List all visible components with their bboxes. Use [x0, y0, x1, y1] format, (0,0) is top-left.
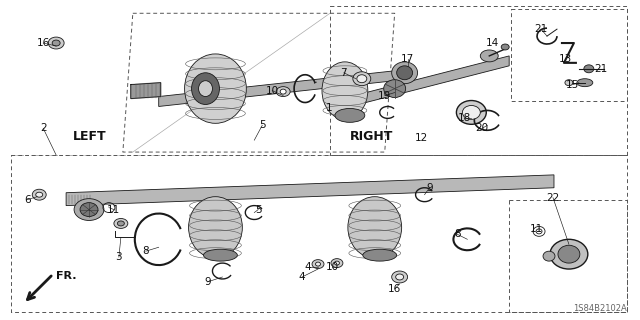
Text: 4: 4	[299, 272, 305, 282]
Ellipse shape	[353, 72, 371, 86]
Text: 18: 18	[458, 113, 471, 124]
Text: 5: 5	[255, 204, 262, 215]
Text: 20: 20	[476, 123, 489, 133]
Text: 8: 8	[454, 229, 461, 239]
Ellipse shape	[36, 192, 43, 197]
Text: 14: 14	[486, 38, 499, 48]
Text: 1: 1	[326, 103, 332, 114]
Text: RIGHT: RIGHT	[350, 130, 393, 143]
Text: 13: 13	[559, 54, 573, 64]
Ellipse shape	[191, 73, 220, 105]
Ellipse shape	[550, 239, 588, 269]
Text: 10: 10	[266, 86, 279, 96]
Ellipse shape	[184, 54, 246, 123]
Text: 12: 12	[415, 133, 428, 143]
Ellipse shape	[189, 197, 243, 258]
Ellipse shape	[357, 75, 367, 83]
Ellipse shape	[462, 106, 480, 119]
Ellipse shape	[543, 251, 555, 261]
Ellipse shape	[331, 259, 343, 268]
Text: 9: 9	[204, 277, 211, 287]
Text: 9: 9	[426, 183, 433, 193]
Text: 1S84B2102A: 1S84B2102A	[573, 304, 627, 313]
Ellipse shape	[198, 81, 212, 97]
Ellipse shape	[52, 40, 60, 46]
Text: 21: 21	[594, 64, 607, 74]
Ellipse shape	[363, 249, 397, 261]
Text: 21: 21	[534, 24, 548, 34]
Ellipse shape	[384, 80, 406, 98]
Text: 22: 22	[547, 193, 559, 203]
Text: 16: 16	[388, 284, 401, 294]
Text: 3: 3	[116, 252, 122, 262]
Text: 15: 15	[566, 80, 580, 90]
Ellipse shape	[392, 271, 408, 283]
Text: 19: 19	[378, 91, 391, 100]
Ellipse shape	[397, 66, 413, 80]
Ellipse shape	[74, 199, 104, 220]
Ellipse shape	[335, 261, 339, 265]
Polygon shape	[335, 56, 509, 110]
Ellipse shape	[80, 203, 98, 217]
Text: 5: 5	[259, 120, 266, 130]
Ellipse shape	[312, 260, 324, 268]
Polygon shape	[159, 71, 395, 107]
Text: 11: 11	[108, 204, 120, 215]
Text: LEFT: LEFT	[73, 130, 107, 143]
Ellipse shape	[577, 79, 593, 87]
Ellipse shape	[501, 44, 509, 50]
Ellipse shape	[584, 65, 594, 73]
Text: 6: 6	[24, 195, 31, 205]
Ellipse shape	[480, 50, 498, 62]
Text: 8: 8	[143, 246, 149, 256]
Ellipse shape	[565, 80, 573, 86]
Text: 16: 16	[36, 38, 50, 48]
Polygon shape	[66, 175, 554, 206]
Text: 7: 7	[340, 68, 348, 78]
Ellipse shape	[392, 62, 417, 84]
Text: 17: 17	[401, 54, 414, 64]
Text: 11: 11	[529, 224, 543, 234]
Ellipse shape	[456, 100, 486, 124]
Ellipse shape	[117, 221, 124, 226]
Ellipse shape	[316, 262, 321, 266]
Ellipse shape	[396, 274, 404, 280]
Text: 4: 4	[305, 262, 312, 272]
Text: FR.: FR.	[56, 271, 77, 281]
Text: 10: 10	[325, 262, 339, 272]
Ellipse shape	[114, 219, 128, 228]
Ellipse shape	[48, 37, 64, 49]
Ellipse shape	[558, 245, 580, 263]
Ellipse shape	[348, 197, 402, 258]
Polygon shape	[131, 83, 161, 99]
Ellipse shape	[322, 62, 368, 119]
Ellipse shape	[204, 249, 237, 261]
Ellipse shape	[280, 89, 286, 94]
Ellipse shape	[276, 87, 290, 97]
Text: 2: 2	[40, 123, 47, 133]
Ellipse shape	[32, 189, 46, 200]
Ellipse shape	[335, 108, 365, 122]
